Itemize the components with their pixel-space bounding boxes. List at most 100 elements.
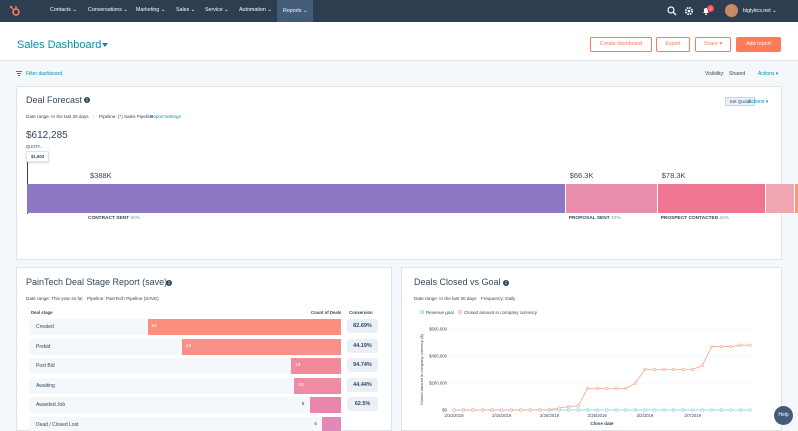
col-header-count: Count of Deals	[311, 310, 342, 315]
stage-count: 52	[151, 324, 157, 329]
info-icon[interactable]	[166, 280, 172, 286]
conversion-value: 82.69%	[347, 319, 378, 333]
data-point	[509, 408, 513, 412]
data-point	[710, 344, 714, 349]
stage-bar[interactable]	[147, 319, 341, 335]
stage-row[interactable]: Awaiting 18	[29, 376, 341, 394]
dashboard-title[interactable]: Sales Dashboard	[17, 39, 102, 51]
x-tick-label: 2/20/2019	[540, 413, 560, 418]
set-quota-button[interactable]: Set Quota	[725, 97, 755, 106]
stage-bar[interactable]	[291, 358, 341, 374]
data-point	[738, 408, 743, 412]
data-point	[538, 408, 542, 412]
quota-tooltip: $1,603	[26, 151, 49, 162]
forecast-segment-other[interactable]	[795, 184, 798, 213]
deal-forecast-card: Deal Forecast Date range: In the last 30…	[16, 86, 798, 260]
nav-service[interactable]: Service ⌄	[205, 7, 229, 13]
data-point	[729, 344, 733, 349]
nav-marketing[interactable]: Marketing ⌄	[136, 7, 166, 13]
stage-row[interactable]: Created 52	[29, 318, 341, 335]
filter-dashboard-link[interactable]: Filter dashboard	[26, 71, 63, 77]
meta-divider: |	[93, 114, 95, 119]
data-point	[748, 408, 752, 412]
data-point	[566, 408, 571, 412]
conversion-value: 62.5%	[347, 397, 378, 411]
data-point	[691, 408, 695, 412]
help-button[interactable]: Help	[774, 406, 793, 425]
stage-bar[interactable]	[181, 338, 341, 355]
search-icon[interactable]	[667, 6, 677, 16]
legend-label: Revenue goal	[426, 310, 454, 315]
nav-conversations[interactable]: Conversations ⌄	[88, 7, 128, 13]
filter-icon[interactable]	[16, 71, 22, 76]
card-title: Deal Forecast	[26, 95, 83, 105]
stage-bar[interactable]	[294, 377, 341, 394]
add-report-button[interactable]: Add report	[736, 37, 781, 52]
forecast-segment-prospect-contacted[interactable]	[657, 184, 767, 213]
stage-row[interactable]: Dead / Closed Lost 5	[29, 415, 341, 431]
nav-contacts[interactable]: Contacts ⌄	[50, 7, 77, 13]
forecast-segment-other[interactable]	[766, 184, 796, 213]
create-dashboard-button[interactable]: Create dashboard	[590, 37, 652, 52]
data-point	[586, 386, 590, 390]
legend-marker	[458, 310, 463, 315]
nav-reports[interactable]: Reports ⌄	[277, 0, 314, 22]
export-button[interactable]: Export	[656, 37, 690, 52]
x-tick-label: 3/7/2019	[684, 413, 701, 418]
forecast-segment-contract-sent[interactable]	[27, 184, 566, 213]
forecast-segment-value: $66.3K	[569, 171, 594, 180]
data-point	[481, 408, 485, 412]
pipeline-text: Pipeline: (*) Sales Pipeline	[99, 114, 154, 119]
dashboard-toolbar: Filter dashboard Visibility: Shared Acti…	[0, 61, 798, 85]
nav-automation[interactable]: Automation ⌄	[239, 7, 272, 13]
stage-row[interactable]: Awarded Job 8	[29, 396, 341, 413]
data-point	[461, 408, 466, 412]
stage-bar[interactable]	[309, 397, 341, 413]
stage-bar[interactable]	[322, 416, 341, 431]
info-icon[interactable]	[503, 280, 509, 286]
conversion-value: 44.19%	[347, 338, 378, 353]
stage-label: Post Bid	[36, 363, 55, 369]
stage-label: Dead / Closed Lost	[36, 421, 79, 428]
dashboard-actions-menu[interactable]: Actions ▾	[758, 71, 779, 77]
forecast-stage-name: PROSPECT CONTACTED	[660, 216, 720, 221]
nav-sales[interactable]: Sales ⌄	[176, 7, 196, 13]
y-tick-label: $200,000	[429, 381, 448, 386]
x-tick-label: 3/2/2019	[637, 413, 654, 418]
report-settings-link[interactable]: Report settings	[150, 114, 181, 119]
card-actions-menu[interactable]: Actions ▾	[748, 99, 769, 105]
hubspot-logo-icon[interactable]	[9, 5, 21, 17]
x-tick-label: 2/10/2019	[444, 413, 464, 418]
caret-down-icon[interactable]	[102, 43, 108, 47]
stage-row[interactable]: Prebid 43	[29, 337, 341, 355]
data-point	[557, 406, 561, 410]
settings-gear-icon[interactable]	[684, 6, 694, 16]
col-header-stage: Deal stage	[31, 310, 53, 315]
info-icon[interactable]	[84, 97, 90, 103]
data-point	[719, 408, 723, 412]
meta-divider: |	[475, 296, 477, 301]
deals-closed-vs-goal-card: Deals Closed vs Goal Date range: In the …	[401, 267, 782, 431]
data-point	[471, 408, 475, 412]
forecast-segment-value: $388K	[90, 171, 112, 180]
data-point	[643, 408, 647, 412]
stage-label: Awarded Job	[36, 402, 66, 408]
stage-row[interactable]: Post Bid 19	[29, 357, 341, 374]
forecast-segment-label: CONTRACT SENT 90%	[88, 216, 140, 221]
forecast-segment-proposal-sent[interactable]	[565, 184, 658, 213]
y-tick-label: $600,000	[429, 327, 448, 332]
user-avatar[interactable]	[725, 4, 738, 17]
data-point	[681, 408, 685, 412]
conversion-value: 44.44%	[347, 377, 378, 392]
forecast-total: $612,285	[26, 130, 68, 141]
data-point	[605, 408, 609, 412]
data-point	[500, 408, 504, 412]
share-button[interactable]: Share ▾	[695, 37, 731, 52]
account-menu[interactable]: biglytics.net ⌄	[743, 8, 777, 14]
data-point	[586, 408, 590, 412]
data-point	[605, 386, 609, 390]
x-tick-label: 2/15/2019	[492, 413, 512, 418]
data-point	[566, 405, 571, 409]
y-axis-title: Closed amount in company currency ($)	[419, 333, 424, 405]
col-header-conversion: Conversion	[349, 310, 373, 315]
